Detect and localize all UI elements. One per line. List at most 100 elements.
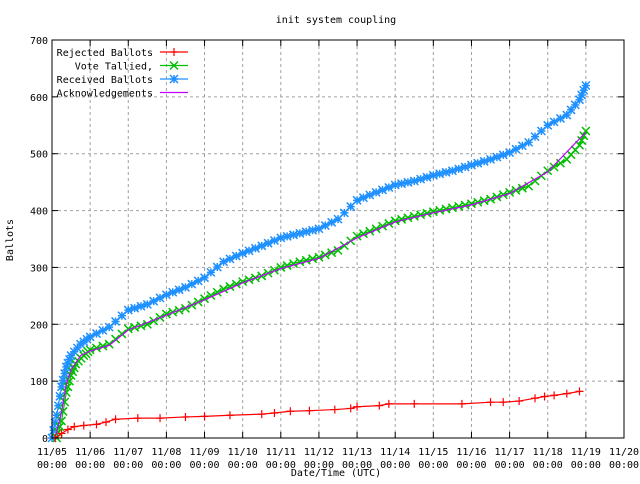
star-marker [577, 90, 587, 100]
cross-marker [555, 158, 565, 168]
x-tick-label: 00:00 [495, 460, 525, 471]
series-received-ballots [47, 80, 591, 443]
plus-marker [79, 421, 88, 430]
plus-marker [562, 389, 571, 398]
star-marker [276, 233, 286, 243]
x-tick-label: 11/17 [495, 447, 525, 458]
series-line [56, 130, 587, 439]
star-marker [466, 160, 476, 170]
star-marker [111, 316, 121, 326]
star-marker [98, 325, 108, 335]
plus-marker [550, 391, 559, 400]
cross-marker [524, 181, 534, 191]
cross-marker [549, 162, 559, 172]
star-marker [244, 246, 254, 256]
star-marker [64, 354, 75, 364]
star-marker [91, 329, 102, 339]
x-tick-label: 11/07 [113, 447, 143, 458]
star-marker [517, 141, 527, 151]
plus-marker [102, 418, 111, 427]
star-marker [574, 95, 585, 105]
x-tick-label: 00:00 [113, 460, 143, 471]
star-marker [327, 217, 337, 227]
cross-marker [577, 135, 587, 145]
star-marker [63, 358, 73, 368]
x-tick-label: 00:00 [418, 460, 448, 471]
star-marker [193, 276, 203, 286]
star-marker [50, 418, 60, 428]
star-marker [435, 169, 445, 179]
legend-label: Acknowledgements [57, 89, 153, 100]
star-marker [555, 113, 565, 123]
star-marker [581, 80, 591, 91]
star-marker [58, 375, 68, 385]
plus-marker [375, 401, 384, 410]
cross-marker [314, 252, 324, 262]
star-marker [447, 166, 457, 176]
cross-marker [505, 187, 515, 197]
star-marker [136, 301, 146, 311]
star-marker [403, 177, 413, 187]
star-marker [295, 228, 305, 238]
grid [52, 40, 624, 438]
plus-marker [305, 406, 314, 415]
star-marker [511, 144, 521, 154]
star-marker [104, 322, 114, 332]
star-marker [187, 279, 197, 289]
cross-marker [98, 341, 108, 351]
cross-marker [91, 343, 102, 353]
x-tick-label: 11/13 [342, 447, 372, 458]
plus-marker [156, 414, 165, 423]
star-marker [238, 248, 248, 258]
plus-marker [531, 394, 540, 403]
x-tick-label: 11/15 [418, 447, 448, 458]
star-marker [570, 100, 580, 110]
star-marker [155, 293, 165, 303]
cross-marker [269, 265, 279, 275]
plus-marker [515, 397, 524, 406]
cross-marker [60, 397, 70, 407]
x-tick-label: 00:00 [571, 460, 601, 471]
x-tick-label: 00:00 [266, 460, 296, 471]
y-tick-label: 200 [30, 320, 48, 331]
plus-marker [353, 402, 362, 411]
plus-marker [540, 392, 549, 401]
x-tick-label: 00:00 [456, 460, 486, 471]
x-tick-label: 11/08 [151, 447, 181, 458]
star-marker [397, 179, 407, 189]
plus-marker [499, 398, 508, 407]
series-line [54, 390, 580, 439]
y-tick-label: 300 [30, 263, 48, 274]
star-marker [200, 273, 210, 283]
legend-entry: Received Ballots [57, 74, 188, 86]
star-marker [498, 150, 508, 160]
star-marker [352, 195, 362, 205]
star-marker [390, 180, 400, 190]
star-marker [314, 224, 324, 234]
plus-marker [410, 399, 419, 408]
ticks: 0 100 200 300 400 500 600 700 11/05 00:00 11/06 00:… [30, 36, 639, 471]
x-tick-label: 11/05 [37, 447, 67, 458]
x-tick-label: 00:00 [228, 460, 258, 471]
cross-marker [244, 275, 254, 285]
plus-marker [70, 422, 79, 431]
x-tick-label: 00:00 [342, 460, 372, 471]
plus-marker [330, 405, 339, 414]
star-marker [142, 299, 152, 309]
cross-marker [61, 387, 71, 398]
y-tick-label: 400 [30, 207, 48, 218]
star-marker [409, 176, 419, 186]
x-tick-label: 11/06 [75, 447, 105, 458]
cross-marker [581, 126, 591, 136]
star-marker [263, 238, 273, 248]
y-tick-label: 600 [30, 93, 48, 104]
cross-marker [574, 140, 585, 150]
cross-marker [149, 316, 159, 326]
y-tick-label: 700 [30, 36, 48, 47]
star-marker [346, 202, 356, 212]
legend-label: Rejected Ballots [57, 48, 153, 59]
series-layer [47, 80, 591, 443]
star-marker [473, 158, 483, 168]
x-tick-label: 00:00 [380, 460, 410, 471]
